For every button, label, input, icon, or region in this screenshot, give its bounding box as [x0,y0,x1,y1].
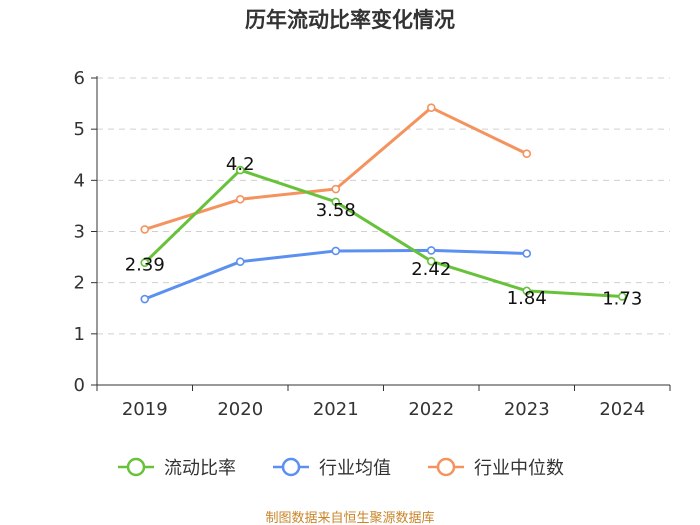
y-tick-label: 6 [74,68,85,89]
data-point [426,103,436,112]
data-label: 2.39 [125,255,165,276]
data-point [331,246,341,256]
legend-label: 行业中位数 [474,458,564,479]
y-tick-label: 2 [74,273,85,294]
legend-item-0[interactable]: 流动比率 [118,457,236,479]
data-point [617,292,627,301]
legend-item-1[interactable]: 行业均值 [273,457,391,479]
source-note: 制图数据来自恒生聚源数据库 [265,510,434,525]
y-tick-label: 3 [74,222,85,243]
data-point [140,225,150,234]
data-label: 1.73 [602,288,642,309]
data-point [235,257,245,266]
data-label: 3.58 [316,200,356,221]
data-label: 4.2 [226,154,255,175]
gridlines [97,77,670,335]
data-point [235,194,245,204]
data-point [140,258,150,268]
chart-title: 历年流动比率变化情况 [245,8,455,32]
data-point [235,165,245,175]
legend-marker-icon [436,457,456,477]
y-tick-label: 0 [74,375,85,396]
data-point [426,246,436,255]
data-point [522,286,532,296]
data-point [331,197,341,207]
data-label: 2.42 [411,259,451,280]
legend-item-2[interactable]: 行业中位数 [428,457,564,479]
y-tick-label: 5 [74,119,85,140]
series-line-0 [143,168,624,298]
legend: 流动比率 行业均值 行业中位数 [118,457,564,479]
legend-label: 行业均值 [319,458,391,479]
data-point [522,249,532,258]
x-tick-label: 2019 [122,399,168,420]
x-tick-label: 2022 [408,399,454,420]
x-tick-label: 2021 [313,399,359,420]
data-labels: 2.39 4.2 3.58 2.42 1.84 1.73 [125,154,643,309]
legend-marker-icon [281,457,301,477]
y-tick-label: 1 [74,324,85,345]
x-tick-label: 2024 [599,399,645,420]
series-line-1 [143,248,529,301]
data-label: 1.84 [507,288,547,309]
x-tick-label: 2020 [217,399,263,420]
data-point [331,184,341,194]
data-point [140,294,150,304]
legend-label: 流动比率 [164,458,236,479]
data-point [426,256,436,266]
axes: 0 1 2 3 4 5 6 2019 2020 2021 2022 2023 2024 [74,68,671,420]
legend-marker-icon [126,457,146,477]
y-tick-label: 4 [74,170,85,191]
series-lines [140,103,627,304]
data-point [522,149,532,159]
x-tick-label: 2023 [504,399,550,420]
